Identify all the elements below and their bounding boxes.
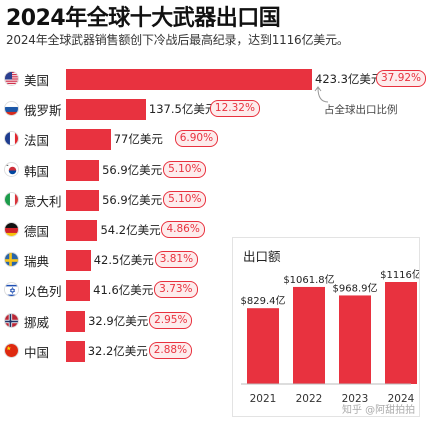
country-label: 俄罗斯 bbox=[24, 103, 62, 119]
italy-flag-icon bbox=[4, 191, 19, 207]
share-badge: 2.95% bbox=[149, 311, 193, 329]
country-label: 以色列 bbox=[24, 284, 62, 300]
sweden-flag-icon bbox=[4, 252, 19, 268]
country-label: 挪威 bbox=[24, 314, 50, 330]
annotation-label: 占全球出口比例 bbox=[324, 104, 398, 116]
bar bbox=[66, 340, 85, 362]
bar bbox=[66, 99, 146, 121]
bar bbox=[66, 310, 86, 332]
korea-flag-icon bbox=[4, 161, 19, 177]
share-badge: 5.10% bbox=[163, 160, 207, 178]
france-flag-icon bbox=[4, 131, 19, 147]
share-badge: 4.86% bbox=[161, 221, 205, 238]
value-label: 41.6亿美元 bbox=[93, 283, 154, 298]
annotation-arrow-icon bbox=[314, 86, 329, 103]
inset-year-label: 2022 bbox=[296, 393, 323, 405]
china-flag-icon bbox=[4, 342, 19, 358]
country-label: 美国 bbox=[24, 73, 50, 88]
value-label: 54.2亿美元 bbox=[100, 223, 161, 237]
export-trend-panel: 出口额 $829.4亿 2021 $1061.8亿 2022 $968.9亿 2023 $1… bbox=[232, 237, 420, 417]
inset-value-label: $1116亿 bbox=[380, 268, 419, 281]
value-label: 137.5亿美元 bbox=[148, 102, 217, 117]
inset-value-label: $968.9亿 bbox=[333, 281, 378, 294]
value-label: 423.3亿美元 bbox=[315, 72, 383, 86]
israel-flag-icon bbox=[4, 282, 19, 298]
page-title: 2024年全球十大武器出口国 bbox=[6, 6, 281, 31]
watermark: 知乎 @阿甜拍拍 bbox=[342, 405, 416, 416]
inset-year-label: 2021 bbox=[250, 393, 277, 405]
inset-chart-svg: $829.4亿 2021 $1061.8亿 2022 $968.9亿 2023 $1116亿… bbox=[241, 268, 420, 405]
value-label: 42.5亿美元 bbox=[93, 253, 154, 268]
country-label: 中国 bbox=[24, 344, 50, 360]
norway-flag-icon bbox=[4, 312, 19, 328]
bar bbox=[66, 250, 91, 272]
share-badge: 3.73% bbox=[154, 281, 198, 299]
page-subtitle: 2024年全球武器销售额创下冷战后最高纪录，达到1116亿美元。 bbox=[6, 33, 349, 47]
inset-bar bbox=[293, 286, 325, 384]
bar bbox=[66, 69, 312, 90]
share-badge: 6.90% bbox=[174, 130, 219, 148]
inset-year-label: 2024 bbox=[388, 393, 415, 405]
country-label: 法国 bbox=[24, 133, 50, 149]
inset-bar bbox=[385, 282, 417, 384]
russia-flag-icon bbox=[4, 101, 19, 117]
country-label: 瑞典 bbox=[24, 254, 50, 270]
value-label: 56.9亿美元 bbox=[102, 162, 163, 177]
bar bbox=[66, 159, 100, 181]
share-badge: 3.81% bbox=[154, 251, 199, 269]
bar bbox=[66, 220, 98, 241]
share-annotation: 占全球出口比例 bbox=[314, 86, 398, 117]
us-flag-icon bbox=[4, 71, 19, 86]
bar bbox=[66, 129, 111, 151]
share-badge: 37.92% bbox=[376, 70, 427, 87]
bar bbox=[66, 189, 100, 211]
country-label: 意大利 bbox=[24, 193, 62, 209]
value-label: 32.9亿美元 bbox=[88, 313, 149, 328]
share-badge: 2.88% bbox=[148, 341, 193, 359]
inset-year-label: 2023 bbox=[342, 393, 369, 405]
share-badge: 5.10% bbox=[163, 190, 207, 208]
share-badge: 12.32% bbox=[209, 100, 260, 118]
germany-flag-icon bbox=[4, 222, 19, 237]
country-label: 韩国 bbox=[24, 163, 50, 179]
inset-bar bbox=[339, 295, 371, 384]
value-label: 56.9亿美元 bbox=[102, 192, 163, 207]
inset-title: 出口额 bbox=[243, 249, 281, 264]
value-label: 32.2亿美元 bbox=[87, 343, 148, 358]
inset-value-label: $1061.8亿 bbox=[283, 273, 334, 286]
value-label: 77亿美元 bbox=[113, 132, 163, 147]
inset-bar bbox=[247, 308, 279, 384]
country-label: 德国 bbox=[24, 224, 50, 239]
inset-value-label: $829.4亿 bbox=[241, 294, 286, 307]
bar bbox=[66, 280, 91, 302]
